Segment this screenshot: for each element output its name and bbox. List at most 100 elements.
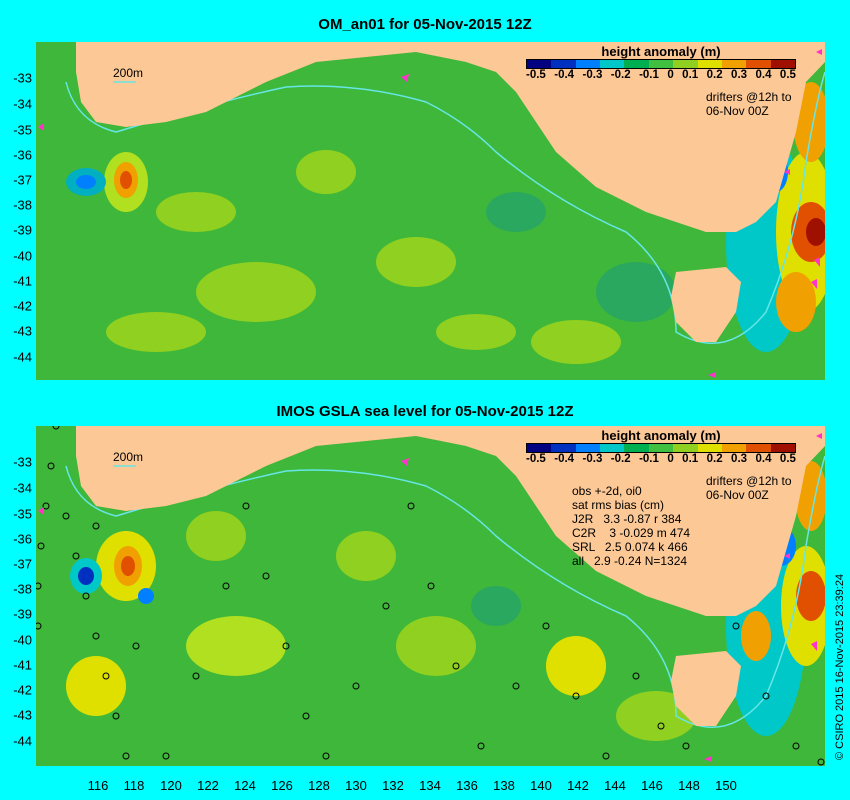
lon-label: 124 (234, 778, 256, 793)
legend-tick: 0.3 (731, 69, 748, 81)
lon-label: 130 (345, 778, 367, 793)
lon-label: 142 (567, 778, 589, 793)
scale-bar-label: 200m (113, 66, 143, 80)
stats-row-c2r: C2R 3 -0.029 m 474 (572, 526, 691, 540)
lon-label: 150 (715, 778, 737, 793)
lat-label: -41 (13, 657, 32, 673)
legend-tick: 0 (667, 453, 674, 465)
legend-tick: -0.4 (554, 69, 575, 81)
legend-tick: 0.5 (779, 453, 796, 465)
legend-tick: -0.1 (639, 69, 659, 81)
top-legend: height anomaly (m) -0.5 -0.4 -0.3 -0.2 -… (526, 44, 796, 81)
lon-label: 132 (382, 778, 404, 793)
legend-tick: 0.2 (706, 453, 723, 465)
legend-tick: -0.5 (526, 69, 546, 81)
legend-tick: -0.3 (582, 69, 603, 81)
sea-level-anomaly-field (66, 82, 825, 364)
legend-tick: 0.2 (706, 69, 723, 81)
legend-title: height anomaly (m) (601, 428, 721, 443)
australia-landmass (76, 42, 825, 232)
tasmania-landmass (671, 651, 741, 726)
bottom-map-panel: 200m height anomaly (m) -0.5 -0.4 -0.3 -… (36, 426, 825, 766)
lat-label: -35 (13, 122, 32, 138)
bottom-legend: height anomaly (m) -0.5 -0.4 -0.3 -0.2 -… (526, 428, 796, 465)
lat-label: -44 (13, 349, 32, 365)
lat-label: -42 (13, 298, 32, 314)
legend-tick: 0.1 (682, 69, 699, 81)
legend-tick: 0.5 (779, 69, 796, 81)
stats-row-all: all 2.9 -0.24 N=1324 (572, 554, 688, 568)
lat-label: -40 (13, 632, 32, 648)
stats-header-columns: sat rms bias (cm) (572, 498, 665, 512)
lon-label: 140 (530, 778, 552, 793)
lat-label: -35 (13, 506, 32, 522)
lat-label: -43 (13, 323, 32, 339)
legend-tick: 0.3 (731, 453, 748, 465)
bottom-panel-title: IMOS GSLA sea level for 05-Nov-2015 12Z (276, 403, 574, 420)
legend-tick: 0.1 (682, 453, 699, 465)
lon-label: 134 (419, 778, 441, 793)
legend-ticks: -0.5 -0.4 -0.3 -0.2 -0.1 0 0.1 0.2 0.3 0… (526, 69, 796, 81)
top-map-panel: 200m height anomaly (m) -0.5 -0.4 -0.3 -… (36, 42, 825, 380)
legend-tick: 0.4 (755, 69, 772, 81)
statistics-box: obs +-2d, oi0 sat rms bias (cm) J2R 3.3 … (572, 484, 690, 568)
top-latitude-axis: -33 -34 -35 -36 -37 -38 -39 -40 -41 -42 … (0, 42, 34, 380)
lat-label: -43 (13, 707, 32, 723)
drifters-legend-time: 06-Nov 00Z (706, 104, 769, 118)
stats-row-srl: SRL 2.5 0.074 k 466 (572, 540, 688, 554)
lon-label: 144 (604, 778, 626, 793)
lat-label: -36 (13, 147, 32, 163)
drifter-markers (38, 49, 822, 378)
lat-label: -39 (13, 222, 32, 238)
lat-label: -40 (13, 248, 32, 264)
lat-label: -33 (13, 70, 32, 86)
longitude-axis: 116 118 120 122 124 126 128 130 132 134 … (0, 778, 850, 798)
legend-ticks: -0.5 -0.4 -0.3 -0.2 -0.1 0 0.1 0.2 0.3 0… (526, 453, 796, 465)
lon-label: 148 (678, 778, 700, 793)
drifters-legend-label: drifters @12h to (706, 90, 792, 104)
legend-colorbar (526, 443, 796, 453)
lon-label: 146 (641, 778, 663, 793)
lat-label: -36 (13, 531, 32, 547)
lon-label: 138 (493, 778, 515, 793)
lat-label: -34 (13, 96, 32, 112)
csiro-credit: © CSIRO 2015 16-Nov-2015 23:39:24 (834, 573, 846, 760)
legend-colorbar (526, 59, 796, 69)
legend-tick: -0.2 (610, 453, 631, 465)
lat-label: -44 (13, 733, 32, 749)
drifters-legend-label: drifters @12h to (706, 474, 792, 488)
lon-label: 122 (197, 778, 219, 793)
drifter-markers (38, 433, 822, 762)
tasmania-landmass (671, 267, 741, 342)
lat-label: -34 (13, 480, 32, 496)
lat-label: -41 (13, 273, 32, 289)
lat-label: -39 (13, 606, 32, 622)
lon-label: 136 (456, 778, 478, 793)
lon-label: 120 (160, 778, 182, 793)
lon-label: 118 (123, 778, 145, 793)
lat-label: -37 (13, 556, 32, 572)
bottom-latitude-axis: -33 -34 -35 -36 -37 -38 -39 -40 -41 -42 … (0, 426, 34, 766)
drifters-legend-time: 06-Nov 00Z (706, 488, 769, 502)
legend-tick: -0.5 (526, 453, 546, 465)
lon-label: 126 (271, 778, 293, 793)
australia-landmass (76, 426, 825, 616)
lon-label: 128 (308, 778, 330, 793)
lat-label: -42 (13, 682, 32, 698)
stats-header-obs: obs +-2d, oi0 (572, 484, 642, 498)
lon-label: 116 (87, 778, 109, 793)
legend-title: height anomaly (m) (601, 44, 721, 59)
legend-tick: -0.2 (610, 69, 631, 81)
stats-row-j2r: J2R 3.3 -0.87 r 384 (572, 512, 682, 526)
legend-tick: 0.4 (755, 453, 772, 465)
bottom-map-svg: 200m (36, 426, 825, 766)
scale-bar-label: 200m (113, 450, 143, 464)
lat-label: -37 (13, 172, 32, 188)
legend-tick: -0.3 (582, 453, 603, 465)
altimeter-track-circles (36, 426, 825, 766)
legend-tick: 0 (667, 69, 674, 81)
lat-label: -33 (13, 454, 32, 470)
top-panel-title: OM_an01 for 05-Nov-2015 12Z (318, 16, 532, 33)
lat-label: -38 (13, 197, 32, 213)
legend-tick: -0.4 (554, 453, 575, 465)
